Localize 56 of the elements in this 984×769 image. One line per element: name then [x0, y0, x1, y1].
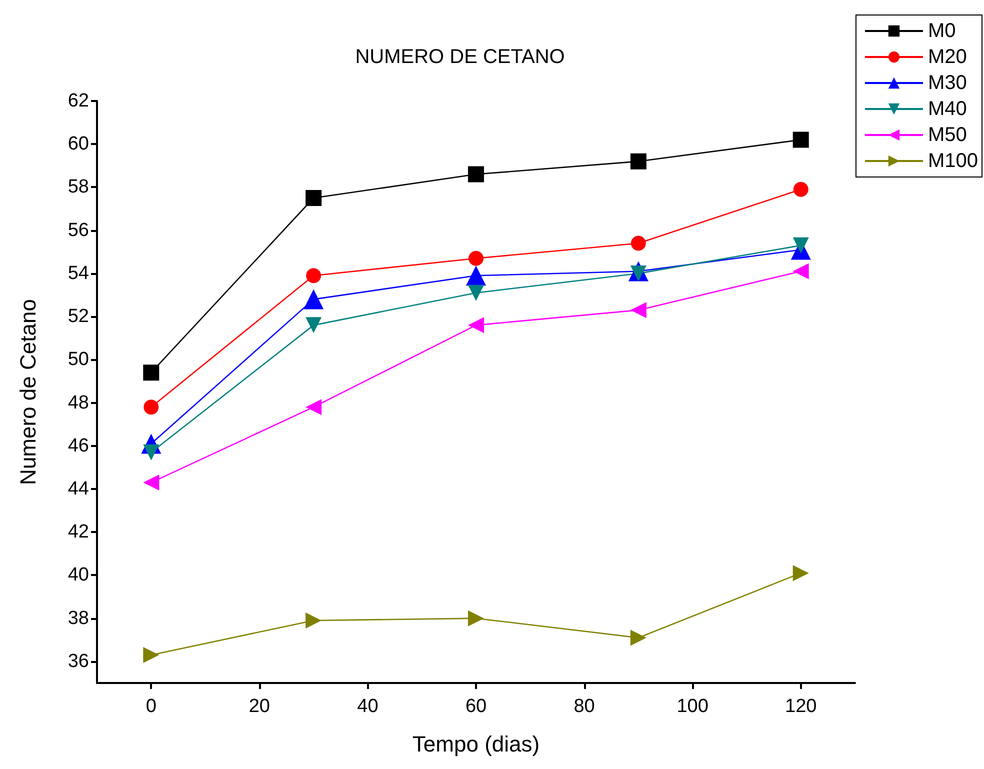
x-tick-label: 120: [785, 696, 817, 717]
y-tick-label: 60: [68, 134, 89, 155]
y-tick-label: 54: [68, 262, 90, 284]
y-tick-label: 58: [68, 176, 89, 198]
legend-label: M0: [928, 20, 956, 42]
x-tick-label: 20: [248, 696, 270, 717]
y-tick-label: 38: [68, 608, 89, 629]
point: [792, 237, 809, 254]
point: [306, 612, 322, 628]
point: [630, 302, 646, 318]
point: [792, 565, 809, 582]
x-axis-title: Tempo (dias): [412, 732, 540, 756]
legend-label: M40: [928, 98, 967, 120]
point: [468, 250, 484, 266]
point: [466, 266, 486, 286]
point: [143, 364, 160, 381]
point: [143, 646, 160, 663]
x-tick-label: 40: [357, 696, 378, 717]
point: [306, 317, 322, 334]
point: [143, 474, 160, 491]
point: [630, 630, 646, 646]
point: [306, 399, 322, 416]
y-tick-label: 56: [68, 220, 89, 241]
y-tick-label: 48: [68, 392, 89, 414]
y-tick-label: 40: [68, 564, 89, 586]
point: [793, 182, 808, 197]
legend-label: M100: [928, 150, 978, 172]
point: [306, 268, 322, 284]
chart-title: NUMERO DE CETANO: [355, 46, 565, 68]
x-tick-label: 80: [574, 696, 595, 717]
y-tick-label: 42: [68, 522, 89, 543]
legend-label: M30: [928, 72, 967, 94]
y-tick-label: 36: [68, 650, 89, 672]
point: [306, 190, 322, 206]
y-tick-label: 46: [68, 435, 89, 456]
x-tick-label: 0: [146, 696, 156, 717]
y-axis-title: Numero de Cetano: [16, 299, 40, 485]
point: [144, 400, 159, 415]
point: [468, 166, 484, 182]
point: [468, 317, 484, 334]
y-tick-label: 62: [68, 90, 89, 112]
legend-label: M20: [928, 46, 967, 68]
point: [304, 289, 324, 310]
point: [143, 444, 160, 460]
legend-label: M50: [928, 124, 967, 146]
x-tick-label: 60: [465, 696, 487, 717]
y-tick-label: 50: [68, 349, 89, 370]
x-tick-label: 100: [676, 696, 708, 717]
y-tick-label: 52: [68, 306, 89, 328]
point: [792, 263, 809, 280]
point: [630, 153, 646, 170]
point: [630, 236, 646, 251]
point: [468, 610, 484, 626]
point: [468, 284, 484, 301]
point: [792, 132, 809, 148]
y-tick-label: 44: [68, 478, 90, 500]
